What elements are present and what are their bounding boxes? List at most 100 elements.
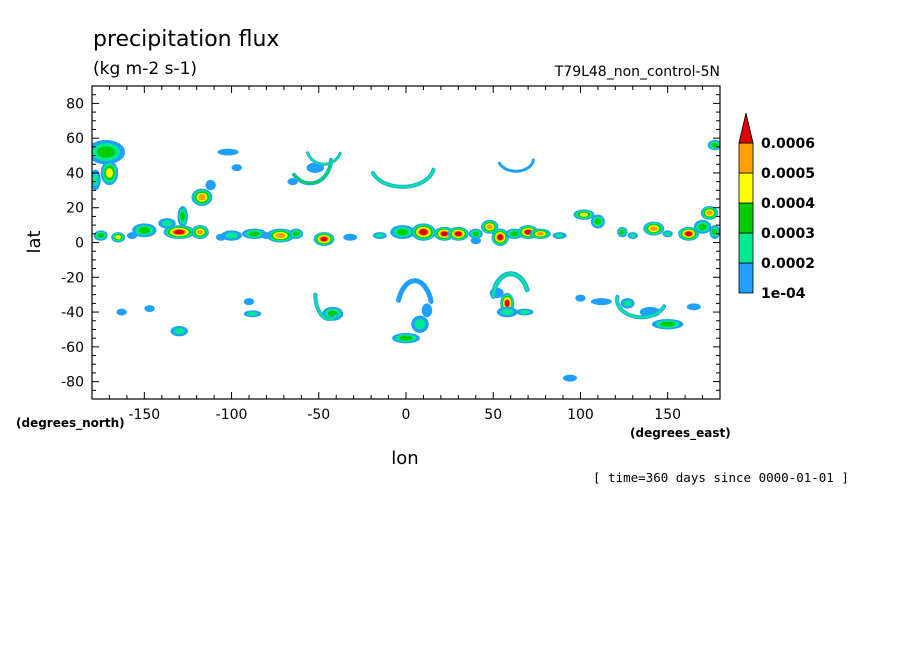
axis-ticks: -150 -100 -50 0 50 100 150 80 60 40 20 0 -20 -40 -60 -8… (61, 85, 721, 423)
precip-cell-16 (343, 233, 358, 241)
precip-cell-4 (111, 232, 126, 243)
contour-level-1 (243, 298, 255, 306)
band-level-1 (498, 158, 535, 173)
precip-cell-0 (92, 139, 126, 165)
y-tick-label: -60 (61, 340, 84, 356)
colorbar-swatch (738, 142, 754, 174)
precip-cell-24 (491, 228, 509, 246)
precip-cell-7 (177, 205, 188, 227)
run-label: T79L48_non_control-5N (554, 64, 720, 80)
precip-cell-51 (392, 332, 420, 344)
contour-level-1 (215, 233, 227, 241)
contour-level-1 (563, 374, 577, 382)
band-level-1 (396, 278, 434, 304)
precip-cell-62 (421, 303, 433, 318)
contour-level-6 (454, 231, 462, 237)
contour-level-2 (247, 311, 258, 316)
contour-level-1 (144, 305, 155, 313)
precip-cell-17 (372, 232, 387, 240)
precip-band-5 (396, 278, 434, 304)
precip-cell-46 (215, 233, 227, 241)
precip-band-0 (292, 157, 333, 186)
contour-level-2 (225, 232, 238, 239)
precip-cell-65 (515, 308, 534, 316)
precip-cell-68 (470, 237, 482, 245)
precip-cell-31 (617, 226, 628, 238)
contour-level-2 (500, 308, 514, 316)
contour-level-2 (375, 233, 385, 238)
precip-band-6 (615, 294, 667, 320)
precip-band-7 (490, 271, 530, 299)
contour-level-1 (575, 294, 586, 302)
precip-cell-64 (563, 374, 577, 382)
contour-level-3 (97, 146, 115, 158)
x-tick-label: 100 (567, 407, 594, 423)
band-level-2 (615, 295, 666, 319)
precip-cell-40 (217, 148, 239, 156)
contour-level-5 (706, 210, 713, 216)
precip-cell-29 (573, 209, 595, 220)
contour-level-3 (399, 335, 413, 341)
precip-cell-59 (686, 303, 701, 311)
contour-level-1 (343, 233, 358, 241)
precip-cell-15 (313, 232, 335, 246)
colorbar-max-arrow (738, 112, 754, 144)
precip-band-3 (498, 158, 535, 173)
y-tick-label: 0 (75, 236, 84, 252)
contour-level-3 (248, 231, 260, 237)
contour-level-1 (217, 148, 239, 156)
contour-level-5 (486, 224, 493, 230)
contour-level-6 (497, 234, 504, 241)
precip-cell-34 (662, 230, 673, 238)
precip-cell-45 (158, 218, 176, 229)
contour-level-3 (660, 321, 675, 327)
precip-cell-23 (481, 219, 499, 234)
y-tick-label: -80 (61, 375, 84, 391)
precip-cell-10 (205, 179, 216, 191)
precip-cell-53 (170, 325, 188, 337)
contour-level-3 (138, 227, 151, 234)
contour-level-2 (623, 300, 632, 307)
contour-level-2 (555, 233, 564, 238)
y-axis-label: lat (24, 230, 45, 253)
precip-cell-52 (411, 315, 429, 333)
chart-title: precipitation flux (93, 27, 279, 52)
contour-level-1 (421, 303, 433, 318)
contour-level-3 (711, 142, 719, 148)
contour-level-3 (510, 231, 519, 237)
precip-cell-3 (93, 230, 108, 241)
precip-cell-61 (243, 298, 255, 306)
y-tick-label: 60 (66, 131, 84, 147)
y-tick-label: 40 (66, 166, 84, 182)
colorbar-swatch (738, 262, 754, 294)
time-label: [ time=360 days since 0000-01-01 ] (593, 470, 849, 485)
precip-cell-5 (132, 223, 157, 238)
precip-cell-1 (100, 160, 119, 186)
colorbar-swatch (738, 232, 754, 264)
precip-cell-56 (651, 319, 684, 330)
contour-level-2 (173, 328, 185, 335)
contour-level-6 (320, 236, 328, 242)
precip-cell-60 (116, 308, 127, 316)
contour-level-4 (115, 235, 121, 240)
contour-level-2 (161, 220, 173, 227)
precip-cell-27 (529, 228, 551, 240)
colorbar-swatch (738, 202, 754, 234)
contour-level-5 (198, 194, 206, 201)
precip-cell-41 (231, 164, 243, 172)
contour-level-1 (126, 232, 138, 240)
precip-cell-18 (390, 225, 415, 240)
contour-level-2 (629, 233, 636, 238)
contour-level-3 (619, 229, 625, 235)
contour-level-1 (261, 232, 272, 240)
contour-level-3 (594, 218, 602, 225)
precip-cell-21 (447, 226, 469, 241)
precip-cell-47 (261, 232, 272, 240)
y-tick-label: -40 (61, 305, 84, 321)
contour-level-3 (396, 228, 409, 236)
contour-level-1 (287, 178, 298, 186)
contour-level-6 (524, 229, 532, 235)
contour-level-5 (649, 226, 658, 232)
precip-cell-12 (242, 228, 267, 240)
